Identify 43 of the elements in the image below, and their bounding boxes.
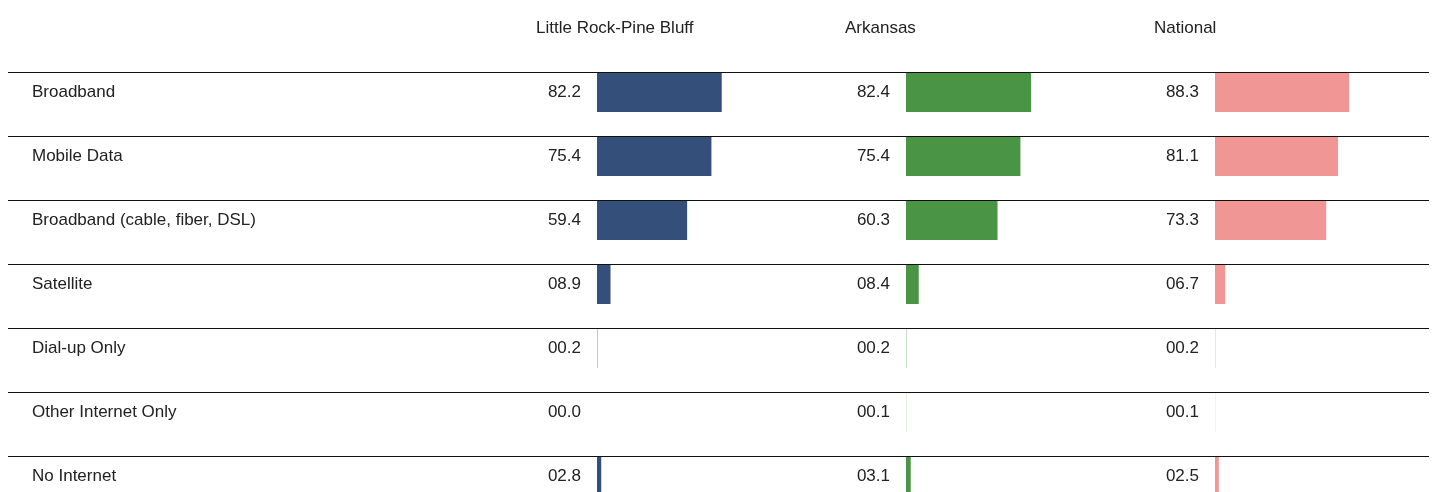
bar: [1215, 265, 1226, 304]
chart-title: National: [1154, 17, 1218, 39]
bar: [1215, 137, 1339, 176]
data-label: 82.4: [855, 81, 890, 103]
bar: [597, 137, 712, 176]
data-label: 75.4: [855, 145, 890, 167]
y-tick-label: Broadband (cable, fiber, DSL): [32, 209, 256, 231]
data-label: 73.3: [1164, 209, 1199, 231]
bar: [1215, 73, 1349, 112]
y-tick-label: Dial-up Only: [32, 337, 126, 359]
bar: [906, 137, 1021, 176]
chart-title: Little Rock-Pine Bluff: [536, 17, 695, 39]
data-label: 00.2: [855, 337, 890, 359]
data-label: 88.3: [1164, 81, 1199, 103]
bar: [906, 265, 919, 304]
data-label: 00.0: [546, 401, 581, 423]
bar: [597, 201, 688, 240]
data-label: 59.4: [546, 209, 581, 231]
bar: [597, 73, 722, 112]
bar: [906, 201, 998, 240]
data-label: 60.3: [855, 209, 890, 231]
data-label: 06.7: [1164, 273, 1199, 295]
data-label: 02.5: [1164, 465, 1199, 487]
y-tick-label: No Internet: [32, 465, 117, 487]
data-label: 08.9: [546, 273, 581, 295]
y-tick-label: Satellite: [32, 273, 93, 295]
y-tick-label: Broadband: [32, 81, 116, 103]
data-label: 81.1: [1164, 145, 1199, 167]
data-label: 82.2: [546, 81, 581, 103]
bar: [1215, 201, 1327, 240]
y-tick-label: Mobile Data: [32, 145, 123, 167]
y-tick-label: Other Internet Only: [32, 401, 177, 423]
data-label: 03.1: [855, 465, 890, 487]
data-label: 00.1: [855, 401, 890, 423]
data-label: 08.4: [855, 273, 890, 295]
chart-title: Arkansas: [845, 17, 917, 39]
data-label: 00.2: [546, 337, 581, 359]
data-label: 00.2: [1164, 337, 1199, 359]
data-label: 02.8: [546, 465, 581, 487]
data-label: 75.4: [546, 145, 581, 167]
data-label: 00.1: [1164, 401, 1199, 423]
bar: [597, 265, 611, 304]
bar: [906, 73, 1032, 112]
